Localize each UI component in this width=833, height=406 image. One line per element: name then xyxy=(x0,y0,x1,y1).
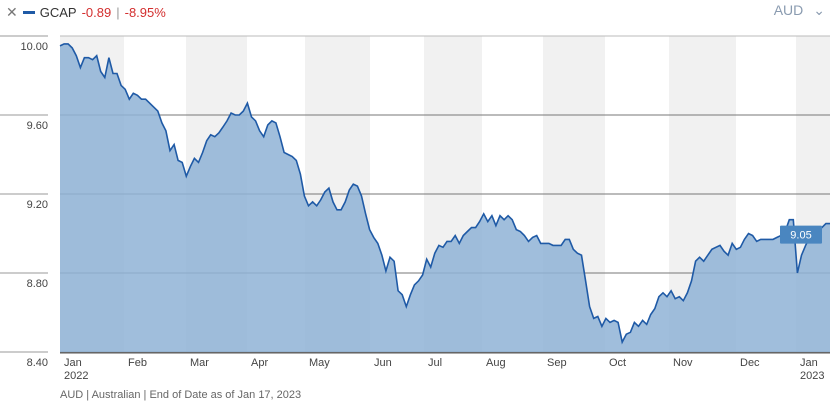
change: -0.89 xyxy=(81,5,112,20)
ticker: GCAP xyxy=(39,5,77,20)
area-fill xyxy=(60,43,830,353)
x-tick-label: Oct xyxy=(609,357,626,369)
change-pct: -8.95% xyxy=(124,5,166,20)
x-tick-label: Nov xyxy=(673,357,693,369)
series-line xyxy=(59,43,830,345)
last-value-label: 9.05 xyxy=(790,230,811,242)
legend: ✕ GCAP -0.89 | -8.95% xyxy=(6,4,166,21)
separator: | xyxy=(116,5,120,20)
x-tick-label: Jan xyxy=(64,357,82,369)
x-tick-year: 2023 xyxy=(800,370,824,382)
series-line-icon xyxy=(22,11,35,14)
footer-note: AUD | Australian | End of Date as of Jan… xyxy=(60,389,302,401)
x-tick-label: Mar xyxy=(190,357,209,369)
x-tick-year: 2022 xyxy=(64,370,88,382)
x-tick-label: Jul xyxy=(428,357,442,369)
currency-label: AUD xyxy=(773,2,804,18)
y-tick-label: 10.00 xyxy=(20,41,48,53)
x-tick-label: Apr xyxy=(251,357,268,369)
close-icon[interactable]: ✕ xyxy=(6,4,18,20)
x-tick-label: Jan xyxy=(800,357,818,369)
x-tick-label: Jun xyxy=(374,357,392,369)
y-tick-label: 9.20 xyxy=(27,199,48,211)
x-tick-label: Feb xyxy=(128,357,147,369)
chevron-down-icon: ⌄ xyxy=(813,2,825,18)
x-tick-label: Dec xyxy=(740,357,760,369)
x-tick-label: May xyxy=(309,357,330,369)
x-tick-label: Sep xyxy=(547,357,567,369)
y-tick-label: 8.80 xyxy=(27,278,48,290)
y-tick-label: 8.40 xyxy=(27,357,48,369)
y-tick-label: 9.60 xyxy=(27,120,48,132)
last-value-box xyxy=(780,225,822,244)
currency-dropdown[interactable]: AUD ⌄ xyxy=(774,2,825,19)
x-tick-label: Aug xyxy=(486,357,506,369)
